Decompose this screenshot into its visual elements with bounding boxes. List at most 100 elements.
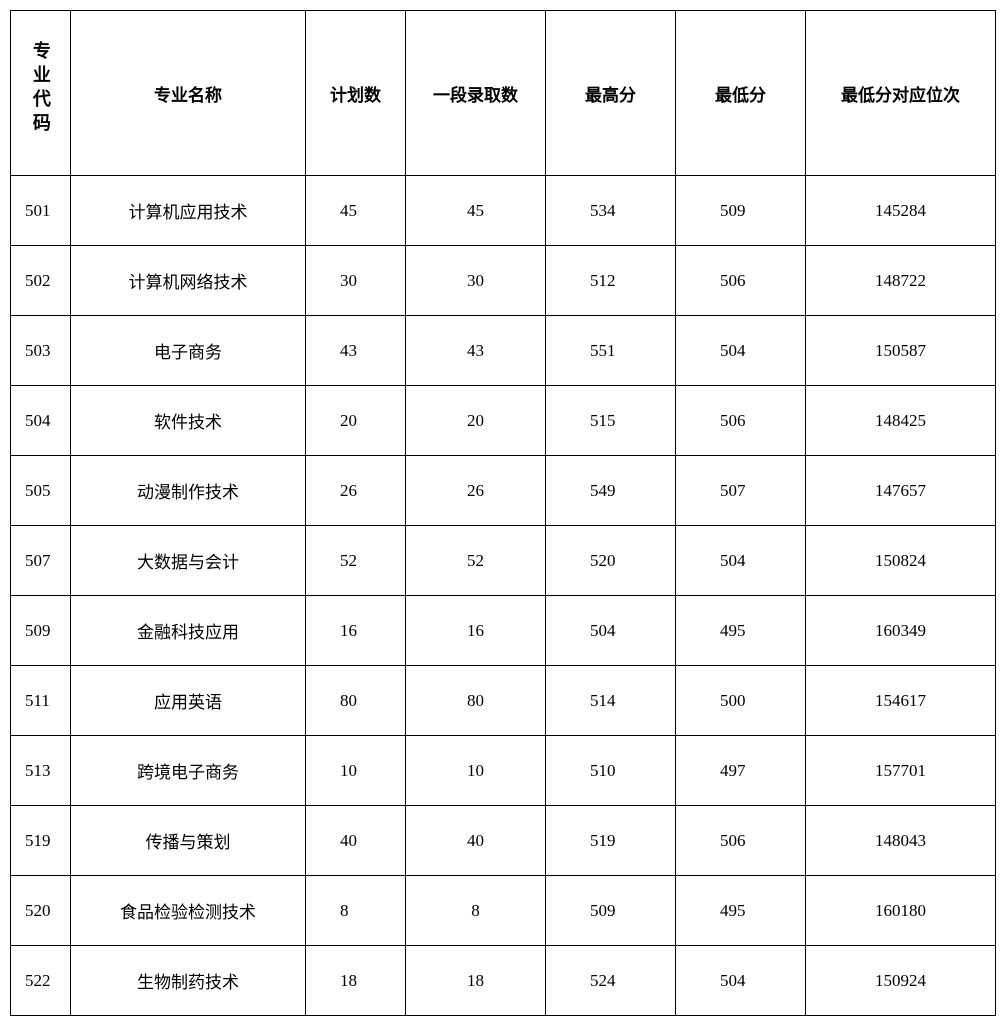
cell-low: 504 bbox=[676, 946, 806, 1016]
cell-name: 软件技术 bbox=[71, 386, 306, 456]
cell-code: 503 bbox=[11, 316, 71, 386]
header-high: 最高分 bbox=[546, 11, 676, 176]
cell-code: 501 bbox=[11, 176, 71, 246]
cell-rank: 154617 bbox=[806, 666, 996, 736]
cell-name: 食品检验检测技术 bbox=[71, 876, 306, 946]
cell-rank: 150824 bbox=[806, 526, 996, 596]
cell-admit: 18 bbox=[406, 946, 546, 1016]
cell-low: 504 bbox=[676, 316, 806, 386]
cell-plan: 30 bbox=[306, 246, 406, 316]
table-row: 505动漫制作技术2626549507147657 bbox=[11, 456, 996, 526]
table-row: 503电子商务4343551504150587 bbox=[11, 316, 996, 386]
header-rank: 最低分对应位次 bbox=[806, 11, 996, 176]
header-name: 专业名称 bbox=[71, 11, 306, 176]
cell-admit: 8 bbox=[406, 876, 546, 946]
cell-admit: 10 bbox=[406, 736, 546, 806]
cell-low: 506 bbox=[676, 246, 806, 316]
cell-rank: 150924 bbox=[806, 946, 996, 1016]
cell-code: 511 bbox=[11, 666, 71, 736]
admission-table: 专业代码 专业名称 计划数 一段录取数 最高分 最低分 最低分对应位次 501计… bbox=[10, 10, 996, 1016]
cell-plan: 20 bbox=[306, 386, 406, 456]
cell-plan: 43 bbox=[306, 316, 406, 386]
cell-rank: 148043 bbox=[806, 806, 996, 876]
cell-rank: 148425 bbox=[806, 386, 996, 456]
cell-code: 509 bbox=[11, 596, 71, 666]
cell-plan: 40 bbox=[306, 806, 406, 876]
cell-admit: 26 bbox=[406, 456, 546, 526]
cell-high: 504 bbox=[546, 596, 676, 666]
cell-code: 519 bbox=[11, 806, 71, 876]
cell-name: 应用英语 bbox=[71, 666, 306, 736]
cell-name: 电子商务 bbox=[71, 316, 306, 386]
cell-low: 509 bbox=[676, 176, 806, 246]
cell-admit: 43 bbox=[406, 316, 546, 386]
header-low: 最低分 bbox=[676, 11, 806, 176]
cell-plan: 18 bbox=[306, 946, 406, 1016]
cell-rank: 160180 bbox=[806, 876, 996, 946]
cell-code: 522 bbox=[11, 946, 71, 1016]
table-row: 507大数据与会计5252520504150824 bbox=[11, 526, 996, 596]
cell-rank: 150587 bbox=[806, 316, 996, 386]
cell-name: 生物制药技术 bbox=[71, 946, 306, 1016]
header-row: 专业代码 专业名称 计划数 一段录取数 最高分 最低分 最低分对应位次 bbox=[11, 11, 996, 176]
cell-high: 549 bbox=[546, 456, 676, 526]
cell-admit: 52 bbox=[406, 526, 546, 596]
cell-plan: 8 bbox=[306, 876, 406, 946]
cell-low: 495 bbox=[676, 596, 806, 666]
table-row: 504软件技术2020515506148425 bbox=[11, 386, 996, 456]
header-code-label: 专业代码 bbox=[26, 41, 55, 137]
cell-name: 计算机网络技术 bbox=[71, 246, 306, 316]
cell-high: 510 bbox=[546, 736, 676, 806]
cell-rank: 145284 bbox=[806, 176, 996, 246]
cell-high: 534 bbox=[546, 176, 676, 246]
cell-name: 计算机应用技术 bbox=[71, 176, 306, 246]
table-row: 519传播与策划4040519506148043 bbox=[11, 806, 996, 876]
table-row: 511应用英语8080514500154617 bbox=[11, 666, 996, 736]
cell-name: 传播与策划 bbox=[71, 806, 306, 876]
cell-low: 506 bbox=[676, 386, 806, 456]
cell-code: 502 bbox=[11, 246, 71, 316]
cell-high: 519 bbox=[546, 806, 676, 876]
table-row: 501计算机应用技术4545534509145284 bbox=[11, 176, 996, 246]
cell-low: 497 bbox=[676, 736, 806, 806]
cell-admit: 80 bbox=[406, 666, 546, 736]
cell-plan: 45 bbox=[306, 176, 406, 246]
cell-high: 524 bbox=[546, 946, 676, 1016]
cell-code: 513 bbox=[11, 736, 71, 806]
cell-name: 动漫制作技术 bbox=[71, 456, 306, 526]
cell-high: 512 bbox=[546, 246, 676, 316]
table-row: 520食品检验检测技术88509495160180 bbox=[11, 876, 996, 946]
cell-admit: 30 bbox=[406, 246, 546, 316]
cell-code: 520 bbox=[11, 876, 71, 946]
table-row: 522生物制药技术1818524504150924 bbox=[11, 946, 996, 1016]
cell-admit: 45 bbox=[406, 176, 546, 246]
cell-name: 大数据与会计 bbox=[71, 526, 306, 596]
cell-high: 551 bbox=[546, 316, 676, 386]
cell-name: 金融科技应用 bbox=[71, 596, 306, 666]
table-body: 501计算机应用技术4545534509145284502计算机网络技术3030… bbox=[11, 176, 996, 1016]
cell-low: 507 bbox=[676, 456, 806, 526]
table-row: 513跨境电子商务1010510497157701 bbox=[11, 736, 996, 806]
cell-plan: 52 bbox=[306, 526, 406, 596]
table-row: 502计算机网络技术3030512506148722 bbox=[11, 246, 996, 316]
header-admit: 一段录取数 bbox=[406, 11, 546, 176]
cell-plan: 10 bbox=[306, 736, 406, 806]
cell-code: 504 bbox=[11, 386, 71, 456]
cell-code: 505 bbox=[11, 456, 71, 526]
table-header: 专业代码 专业名称 计划数 一段录取数 最高分 最低分 最低分对应位次 bbox=[11, 11, 996, 176]
cell-admit: 16 bbox=[406, 596, 546, 666]
cell-low: 500 bbox=[676, 666, 806, 736]
cell-low: 506 bbox=[676, 806, 806, 876]
cell-plan: 80 bbox=[306, 666, 406, 736]
cell-name: 跨境电子商务 bbox=[71, 736, 306, 806]
table-row: 509金融科技应用1616504495160349 bbox=[11, 596, 996, 666]
cell-admit: 20 bbox=[406, 386, 546, 456]
header-code: 专业代码 bbox=[11, 11, 71, 176]
cell-plan: 26 bbox=[306, 456, 406, 526]
cell-high: 520 bbox=[546, 526, 676, 596]
cell-rank: 148722 bbox=[806, 246, 996, 316]
cell-rank: 160349 bbox=[806, 596, 996, 666]
cell-low: 495 bbox=[676, 876, 806, 946]
cell-high: 509 bbox=[546, 876, 676, 946]
cell-code: 507 bbox=[11, 526, 71, 596]
